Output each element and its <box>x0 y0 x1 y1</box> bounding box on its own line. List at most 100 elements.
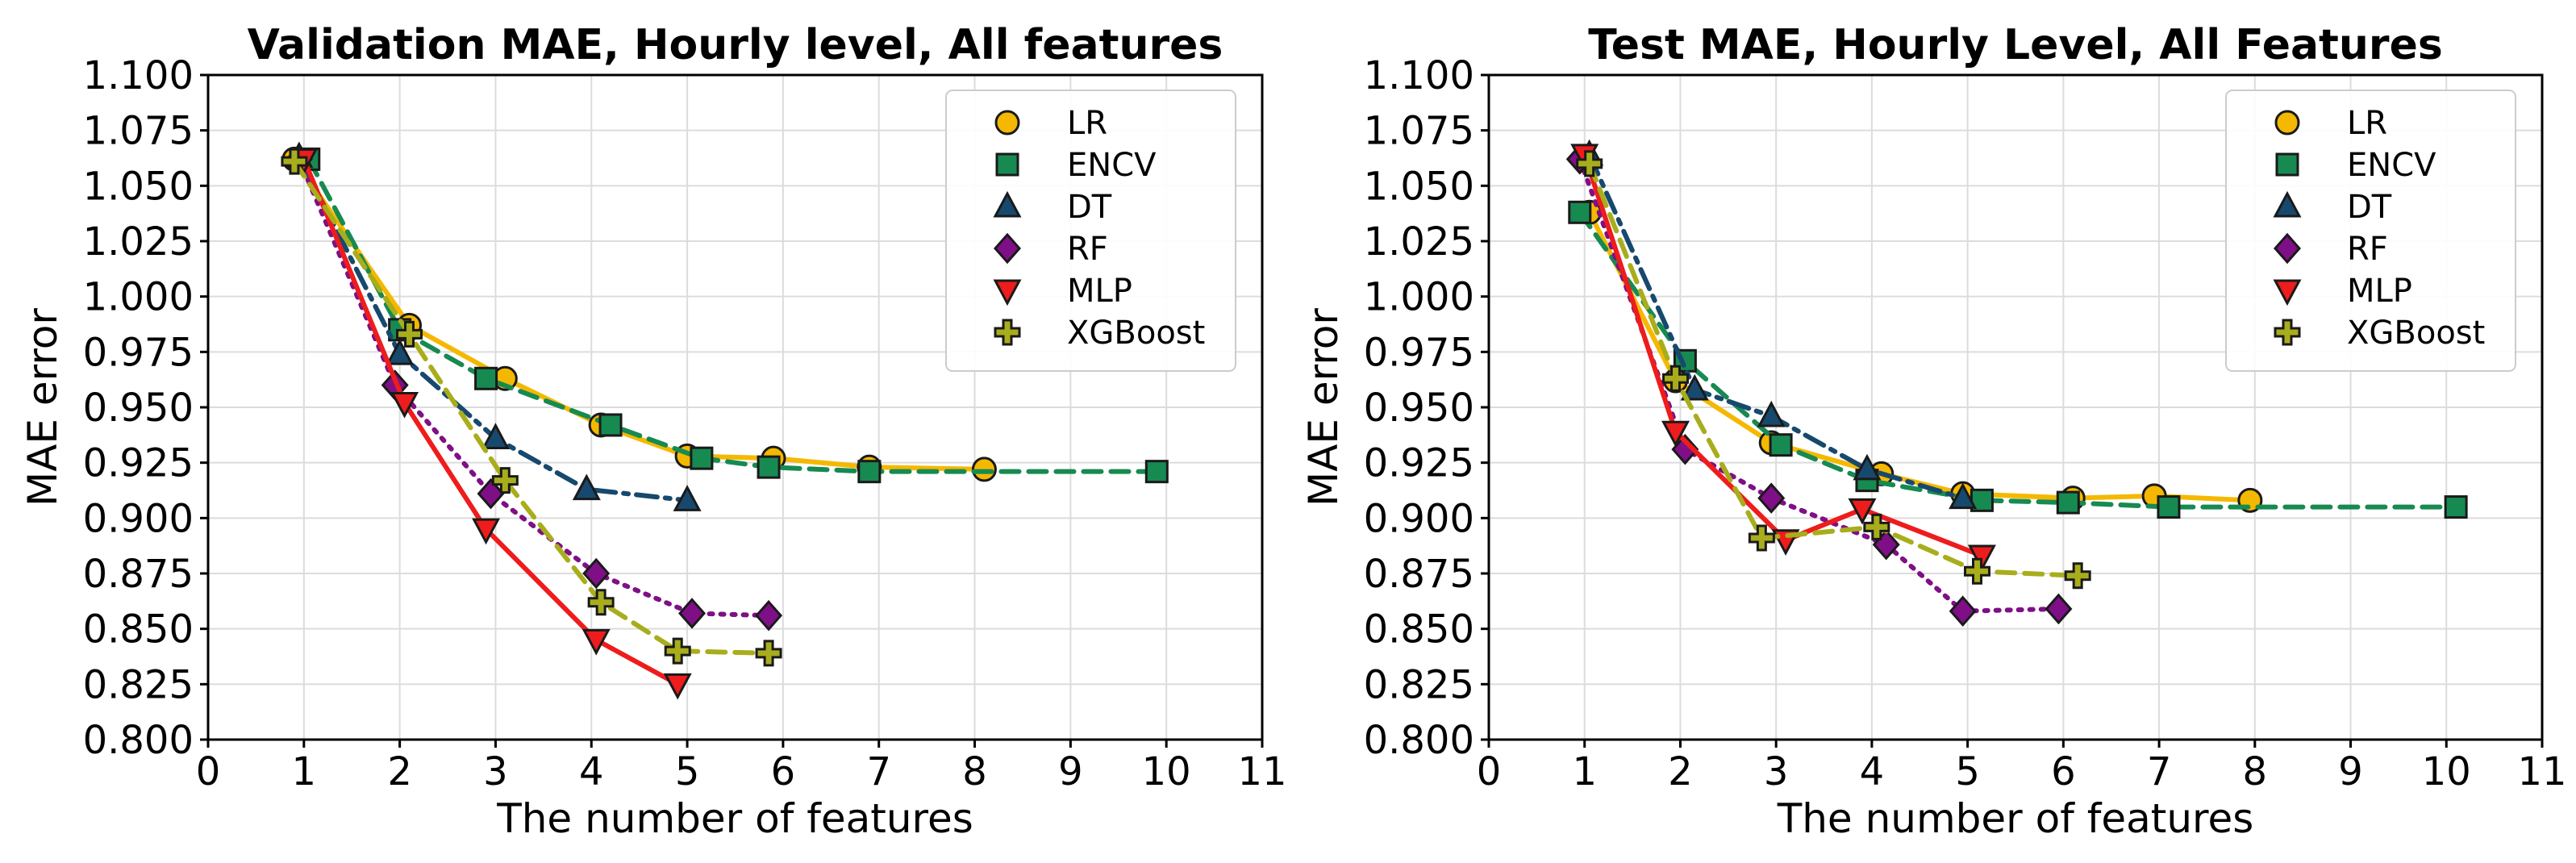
y-tick-label: 0.950 <box>1364 386 1474 431</box>
legend-label-dt: DT <box>2347 189 2392 226</box>
data-point-mlp <box>581 628 611 656</box>
x-tick-label: 1 <box>292 749 317 794</box>
x-tick-label: 2 <box>1668 749 1693 794</box>
legend-marker-encv <box>995 152 1019 177</box>
series-line-rf <box>1577 156 2061 614</box>
data-point-mlp <box>390 392 419 419</box>
series-line-encv <box>1577 210 2459 510</box>
chart-panel-2: 0 1 2 3 4 5 6 7 8 9 10 11 0.800 0.825 0.850 0.875 0.900 0… <box>1300 21 2567 842</box>
data-point-xgboost <box>491 467 519 494</box>
y-tick-label: 1.075 <box>1364 109 1474 154</box>
y-axis-label: MAE error <box>1300 308 1347 507</box>
legend-marker-xgboost <box>2274 319 2301 346</box>
data-point-encv <box>1769 433 1793 457</box>
chart-title: Test MAE, Hourly Level, All Features <box>1588 21 2443 69</box>
data-point-encv <box>598 413 623 437</box>
legend-marker-dt <box>2273 190 2302 218</box>
plot-frame <box>1487 73 2544 741</box>
chart-panel-1: 0 1 2 3 4 5 6 7 8 9 10 11 0.800 0.825 0.850 0.875 0.900 0… <box>19 21 1287 842</box>
x-tick-label: 9 <box>2338 749 2363 794</box>
y-tick-label: 1.025 <box>1364 219 1474 265</box>
data-point-rf <box>582 557 611 590</box>
x-tick-label: 10 <box>1142 749 1191 794</box>
plot-frame <box>206 73 1264 741</box>
data-point-xgboost <box>1748 524 1775 552</box>
legend-marker-lr <box>2274 110 2300 135</box>
x-tick-label: 6 <box>771 749 796 794</box>
data-point-dt <box>1949 482 1978 510</box>
y-tick-label: 0.800 <box>1364 718 1474 763</box>
data-point-mlp <box>1967 544 1996 572</box>
x-tick-label: 3 <box>483 749 508 794</box>
legend-marker-mlp <box>993 279 1022 306</box>
y-tick-label: 0.825 <box>83 662 194 707</box>
series-line-lr <box>291 156 987 472</box>
y-tick-label: 0.925 <box>1364 441 1474 486</box>
data-point-encv <box>690 446 714 470</box>
legend-marker-encv <box>2275 152 2299 177</box>
series-xgboost <box>1576 150 2091 590</box>
x-tick-label: 8 <box>962 749 987 794</box>
series-line-mlp <box>1582 152 1985 559</box>
y-tick-label: 0.875 <box>83 552 194 597</box>
legend-label-xgboost: XGBoost <box>2347 315 2485 352</box>
data-point-rf <box>755 599 783 632</box>
legend-label-rf: RF <box>1067 231 1108 268</box>
data-point-dt <box>572 473 601 501</box>
y-tick-label: 1.050 <box>1364 164 1474 209</box>
x-tick-label: 3 <box>1764 749 1789 794</box>
data-point-mlp <box>663 673 692 700</box>
data-point-rf <box>2045 593 2073 625</box>
legend-marker-xgboost <box>994 319 1021 346</box>
data-point-rf <box>1949 595 1977 627</box>
data-point-dt <box>1853 453 1882 481</box>
data-point-rf <box>1757 482 1786 514</box>
data-point-xgboost <box>664 637 691 665</box>
data-point-encv <box>2444 495 2468 519</box>
x-tick-label: 10 <box>2422 749 2471 794</box>
data-point-xgboost <box>1576 150 1603 177</box>
y-tick-label: 1.100 <box>83 53 194 98</box>
data-point-mlp <box>472 518 501 545</box>
y-tick-label: 1.075 <box>83 109 194 154</box>
y-tick-label: 1.025 <box>83 219 194 265</box>
x-tick-label: 0 <box>1477 749 1502 794</box>
legend-marker-rf <box>2273 232 2302 265</box>
x-axis-label: The number of features <box>1777 795 2254 842</box>
y-tick-label: 0.875 <box>1364 552 1474 597</box>
data-point-dt <box>673 485 702 511</box>
x-axis-label: The number of features <box>496 795 973 842</box>
y-tick-label: 1.100 <box>1364 53 1474 98</box>
legend-label-lr: LR <box>1067 105 1107 142</box>
legend: LR ENCV DT RF MLP XGBoost <box>945 90 1236 372</box>
data-point-mlp <box>1848 498 1877 525</box>
legend-label-rf: RF <box>2347 231 2388 268</box>
y-tick-label: 0.850 <box>1364 607 1474 652</box>
y-tick-label: 0.975 <box>83 330 194 375</box>
data-point-encv <box>857 460 882 484</box>
legend: LR ENCV DT RF MLP XGBoost <box>2225 90 2516 372</box>
x-tick-label: 4 <box>1860 749 1885 794</box>
data-point-encv <box>1568 200 1592 224</box>
data-point-encv <box>757 455 781 479</box>
legend-label-mlp: MLP <box>1067 273 1132 310</box>
chart-title: Validation MAE, Hourly level, All featur… <box>248 21 1223 69</box>
x-tick-label: 6 <box>2051 749 2076 794</box>
legend-marker-dt <box>993 190 1022 218</box>
series-line-xgboost <box>1586 161 2081 578</box>
x-tick-label: 5 <box>1955 749 1980 794</box>
series-xgboost <box>281 148 782 667</box>
y-tick-label: 0.900 <box>1364 496 1474 541</box>
data-point-encv <box>2157 495 2181 519</box>
data-point-xgboost <box>587 589 615 616</box>
series-line-rf <box>296 156 772 619</box>
x-tick-label: 1 <box>1572 749 1597 794</box>
data-point-encv <box>1144 460 1169 484</box>
data-point-xgboost <box>1964 557 1991 585</box>
data-point-xgboost <box>281 148 308 175</box>
x-tick-label: 7 <box>2147 749 2172 794</box>
data-point-xgboost <box>1662 365 1690 392</box>
series-dt <box>285 141 702 511</box>
x-tick-label: 2 <box>387 749 412 794</box>
data-point-dt <box>386 338 415 365</box>
